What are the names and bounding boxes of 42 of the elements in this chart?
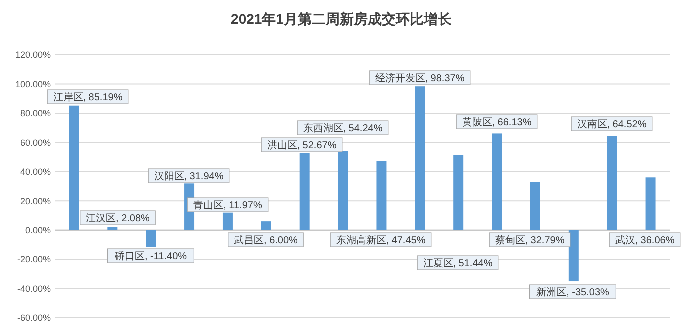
- data-label: 汉阳区, 31.94%: [154, 170, 224, 182]
- bar: [146, 230, 156, 247]
- data-label: 硚口区, -11.40%: [114, 250, 188, 262]
- data-label: 青山区, 11.97%: [194, 200, 262, 212]
- y-tick-label: 100.00%: [15, 79, 51, 90]
- chart-title: 2021年1月第二周新房成交环比增长: [231, 11, 453, 27]
- data-label: 东西湖区, 54.24%: [303, 122, 383, 134]
- y-tick-label: -40.00%: [17, 284, 51, 294]
- bar: [492, 134, 502, 230]
- bar: [530, 182, 540, 230]
- data-label: 蔡甸区, 32.79%: [495, 234, 565, 246]
- data-label: 江岸区, 85.19%: [53, 92, 123, 104]
- y-tick-label: 20.00%: [20, 196, 51, 206]
- bar: [376, 161, 387, 230]
- bar: [222, 212, 233, 230]
- bar: [568, 230, 579, 282]
- y-tick-label: 80.00%: [20, 108, 51, 119]
- bar: [646, 178, 656, 230]
- bar: [300, 153, 310, 230]
- data-label: 武昌区, 6.00%: [234, 234, 298, 246]
- data-label: 经济开发区, 98.37%: [375, 72, 465, 84]
- data-label: 黄陂区, 66.13%: [462, 116, 532, 128]
- bar: [69, 106, 80, 230]
- y-tick-label: 40.00%: [20, 167, 51, 178]
- data-label: 江夏区, 51.44%: [423, 258, 493, 270]
- data-label: 东湖高新区, 47.45%: [336, 234, 426, 246]
- y-tick-label: -60.00%: [17, 313, 51, 324]
- data-label: 洪山区, 52.67%: [267, 140, 337, 152]
- bar: [454, 155, 464, 230]
- data-label: 新洲区, -35.03%: [536, 286, 610, 298]
- y-tick-label: 60.00%: [20, 138, 51, 148]
- data-label: 江汉区, 2.08%: [86, 212, 150, 224]
- data-label: 武汉, 36.06%: [615, 234, 675, 246]
- bar: [338, 151, 348, 230]
- data-label: 汉南区, 64.52%: [577, 118, 647, 130]
- y-tick-label: -20.00%: [17, 254, 51, 265]
- bar: [607, 136, 618, 230]
- bar: [108, 227, 118, 230]
- bar: [261, 222, 272, 230]
- y-tick-label: 0.00%: [25, 225, 51, 236]
- bar: [415, 86, 426, 230]
- y-tick-label: 120.00%: [15, 50, 51, 60]
